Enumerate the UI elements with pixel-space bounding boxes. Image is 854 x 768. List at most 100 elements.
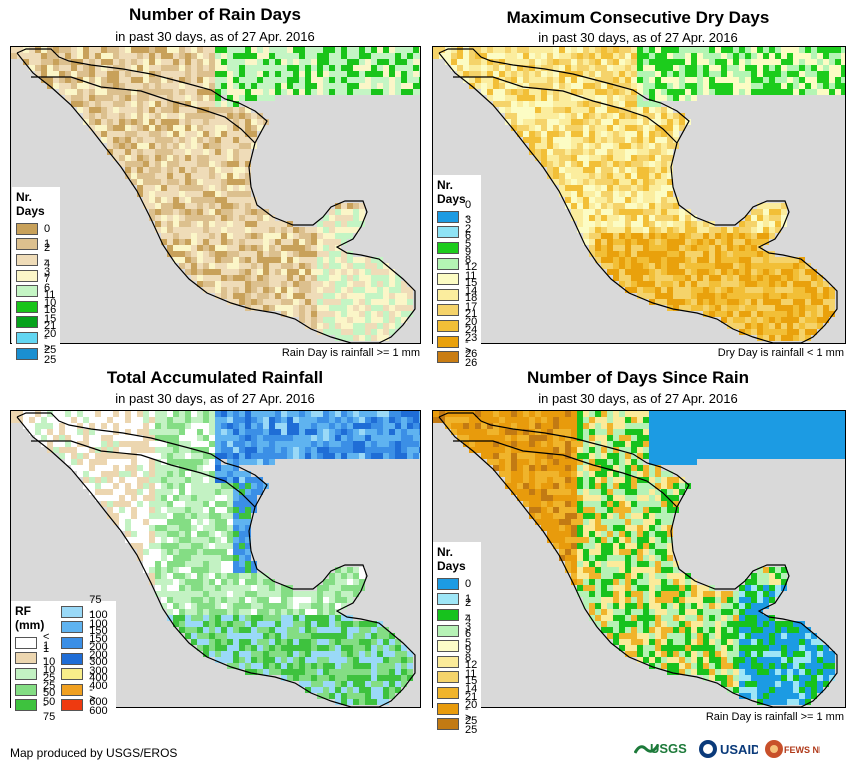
legend-label: 2 - 3 (44, 241, 51, 278)
legend-item: 1 (437, 592, 477, 608)
panel-title: Number of Days Since Rain (526, 368, 749, 387)
legend-swatch (61, 605, 84, 618)
legend-item: 0 - 2 (437, 199, 477, 235)
legend-item: 6 - 8 (437, 230, 477, 266)
legend-swatch (61, 621, 84, 634)
legend-item: 0 (437, 576, 477, 592)
us-mexico-border (31, 76, 256, 144)
legend-label: > 25 (465, 712, 478, 737)
legend-swatch (16, 222, 38, 235)
legend-swatch (15, 652, 37, 665)
legend-label: 150 - 200 (89, 624, 108, 661)
legend-swatch (437, 593, 459, 606)
legend-label: 7 - 10 (44, 273, 57, 310)
legend-swatch (61, 668, 84, 681)
legend-swatch (437, 702, 459, 715)
legend-swatch (437, 335, 459, 348)
legend-label: 400 - 600 (89, 671, 108, 708)
legend-swatch (437, 718, 459, 731)
panel-subtitle: in past 30 days, as of 27 Apr. 2016 (115, 29, 315, 44)
legend-swatch (15, 699, 37, 712)
legend-swatch (437, 655, 459, 668)
legend-label: 75 - 100 (89, 593, 108, 630)
legend-swatch (437, 288, 459, 301)
legend-item: 21 - 25 (16, 320, 56, 356)
legend-title: RF (mm) (15, 604, 45, 632)
legend-item: 3 - 5 (437, 214, 477, 250)
legend-label: 12 - 14 (465, 261, 478, 298)
legend-swatch (16, 316, 38, 329)
usgs-logo: USGS (634, 741, 687, 756)
legend-label: 0 - 2 (465, 198, 472, 235)
legend-label: 21 - 25 (44, 319, 57, 356)
legend-item: 21 - 25 (437, 691, 477, 727)
legend-label: 300 - 400 (89, 656, 108, 693)
map-note: Rain Day is rainfall >= 1 mm (705, 711, 844, 723)
map-note: Rain Day is rainfall >= 1 mm (281, 347, 420, 359)
legend-item: 10 - 25 (15, 656, 55, 692)
legend-swatch (437, 257, 459, 270)
credit-text: Map produced by USGS/EROS (10, 746, 178, 760)
legend-label: 4 - 5 (465, 612, 472, 649)
logo-strip: USGS USAID FEWS NET (634, 737, 820, 761)
legend-label: 6 - 8 (465, 229, 472, 266)
legend-swatch (16, 300, 38, 313)
legend-label: 18 - 20 (465, 292, 478, 329)
legend-label: 21 - 25 (465, 690, 478, 727)
legend-swatch (61, 683, 84, 696)
legend-item: 4 - 5 (437, 613, 477, 649)
map-since-rain (432, 410, 846, 708)
legend-swatch (437, 624, 459, 637)
legend-item: 16 - 20 (16, 304, 56, 340)
legend-label: 1 (44, 238, 51, 251)
legend-item: 400 - 600 (61, 672, 108, 708)
legend-swatch (437, 351, 459, 364)
legend-item: 1 (16, 237, 56, 253)
legend-label: 1 (465, 593, 472, 606)
legend-label: 15 - 20 (465, 674, 478, 711)
map-dry-days (432, 46, 846, 344)
legend-label: 12 - 14 (465, 659, 478, 696)
legend-title: Nr. Days (437, 178, 466, 206)
legend-label: 200 - 300 (89, 640, 108, 677)
legend-label: 16 - 20 (44, 304, 57, 341)
usgs-logo-text: USGS (650, 741, 687, 756)
us-mexico-border (453, 440, 678, 508)
legend-item: 150 - 200 (61, 625, 108, 661)
legend-swatch (437, 608, 459, 621)
legend-item: > 600 (61, 693, 108, 717)
legend-swatch (61, 699, 84, 712)
legend-label: 2 - 3 (465, 596, 472, 633)
legend-item: 7 - 10 (16, 273, 56, 309)
legend-item: 25 - 50 (15, 672, 55, 708)
legend-item: 0 (16, 221, 56, 237)
country-border (16, 412, 416, 707)
legend-title: Nr. Days (16, 190, 45, 218)
legend-item: 50 - 75 (15, 687, 55, 723)
legend-item: 12 - 14 (437, 659, 477, 695)
legend-swatch (61, 636, 84, 649)
legend-item: < 1 (15, 631, 55, 655)
us-mexico-border (453, 76, 678, 144)
legend-item: 1 - 10 (15, 640, 55, 676)
legend-item: 21 - 23 (437, 308, 477, 344)
legend-swatch (437, 210, 459, 223)
map-canvas (11, 411, 420, 707)
legend-item: 75 - 100 (61, 594, 108, 630)
legend-item: 15 - 17 (437, 277, 477, 313)
map-canvas (433, 47, 845, 343)
legend-swatch (61, 652, 84, 665)
map-canvas (433, 411, 845, 707)
legend-label: 100 - 150 (89, 609, 108, 646)
legend-title: Nr. Days (437, 545, 466, 573)
legend-label: > 26 (465, 345, 478, 370)
legend-swatch (15, 683, 37, 696)
map-canvas (11, 47, 420, 343)
legend-swatch (16, 331, 38, 344)
legend-label: 9 - 11 (465, 643, 477, 680)
legend-item: 2 - 3 (437, 597, 477, 633)
legend-label: 0 (44, 222, 51, 235)
country-border (438, 412, 838, 707)
panel-subtitle: in past 30 days, as of 27 Apr. 2016 (538, 391, 738, 406)
